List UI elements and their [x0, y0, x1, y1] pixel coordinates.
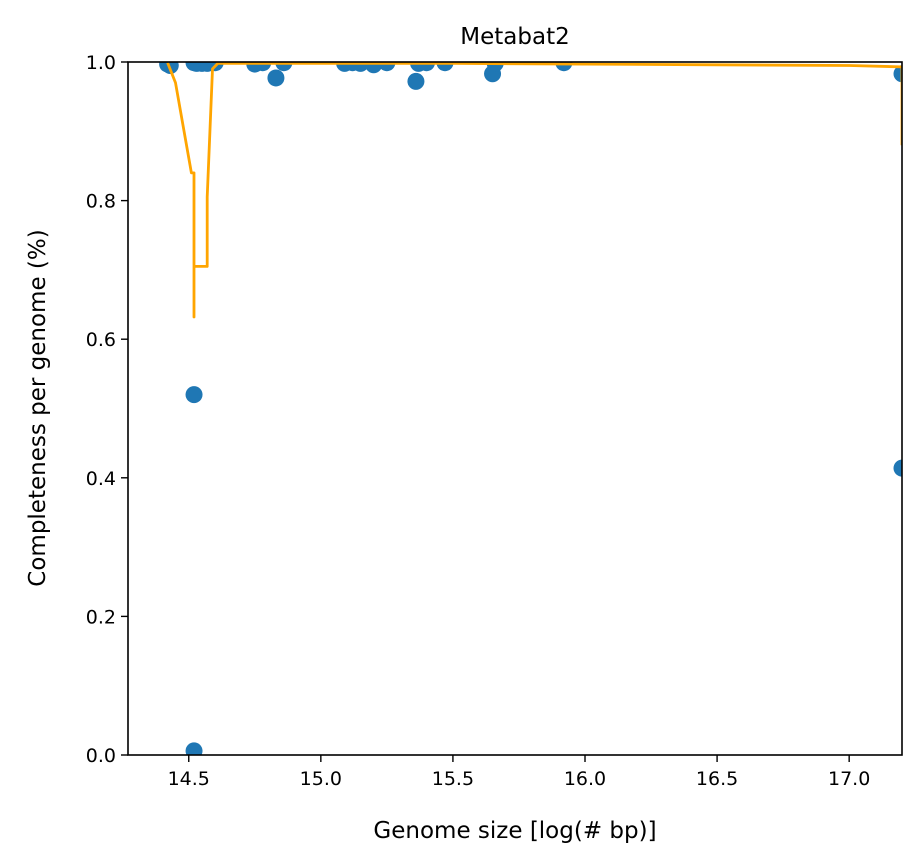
x-tick-label-0: 14.5 — [168, 768, 210, 790]
axes-frame — [127, 61, 903, 756]
scatter-point-25 — [893, 65, 902, 83]
scatter-point-11 — [267, 69, 285, 87]
x-tick-label-2: 15.5 — [432, 768, 474, 790]
y-axis: 0.0 0.2 0.4 0.6 0.8 1.0 — [86, 52, 128, 767]
y-tick-label-3: 0.6 — [86, 329, 116, 351]
scatter-point-5 — [185, 742, 203, 755]
x-tick-label-4: 16.5 — [696, 768, 738, 790]
y-tick-label-4: 0.8 — [86, 191, 116, 213]
x-axis-label: Genome size [log(# bp)] — [373, 818, 656, 844]
scatter-point-26 — [893, 459, 902, 477]
x-tick-label-1: 15.0 — [300, 768, 342, 790]
y-tick-label-0: 0.0 — [86, 745, 116, 767]
y-axis-label: Completeness per genome (%) — [25, 229, 51, 586]
x-tick-label-5: 17.0 — [828, 768, 870, 790]
plot-area — [159, 62, 902, 755]
y-tick-label-1: 0.2 — [86, 606, 116, 628]
y-tick-label-2: 0.4 — [86, 468, 116, 490]
x-tick-label-3: 16.0 — [564, 768, 606, 790]
trend-line — [166, 62, 902, 319]
scatter-point-4 — [185, 386, 203, 404]
scatter-point-18 — [407, 72, 425, 90]
scatter-point-16 — [365, 62, 383, 74]
chart-title: Metabat2 — [460, 24, 569, 50]
x-axis: 14.5 15.0 15.5 16.0 16.5 17.0 — [168, 755, 870, 790]
y-tick-label-5: 1.0 — [86, 52, 116, 74]
